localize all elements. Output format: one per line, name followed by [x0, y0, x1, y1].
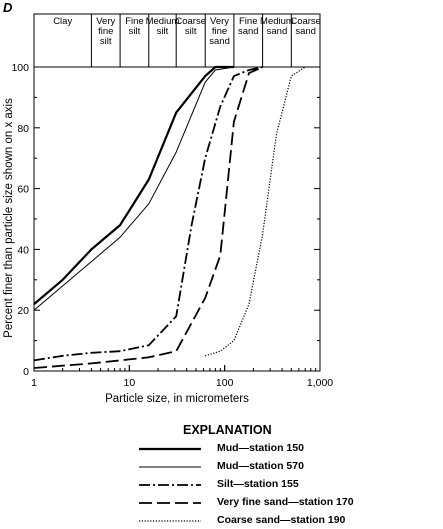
- y-tick-label: 20: [17, 305, 29, 317]
- size-class-label: silt: [129, 26, 141, 37]
- chart-axes: 0 20 40 60 80 100 1 10 100 1,000: [11, 62, 333, 389]
- size-class-header: Clay VeryfinesiltFinesiltMediumsiltCoarse…: [33, 13, 321, 68]
- legend-label: Silt—station 155: [217, 478, 299, 490]
- size-class-label: sand: [238, 26, 259, 37]
- x-tick-label: 10: [123, 377, 135, 389]
- size-class-label: fine: [212, 26, 227, 37]
- size-class-label: Fine: [239, 16, 257, 27]
- legend-item: Coarse sand—station 190: [139, 514, 379, 528]
- x-tick-label: 1,000: [307, 377, 333, 389]
- size-class-label: Medium: [146, 16, 180, 27]
- size-class-label: Very: [210, 16, 229, 27]
- legend-line-sample: [139, 502, 201, 504]
- legend-label: Coarse sand—station 190: [217, 514, 346, 526]
- legend-title: EXPLANATION: [183, 423, 272, 437]
- legend-item: Silt—station 155: [139, 478, 379, 492]
- size-class-label: silt: [157, 26, 169, 37]
- legend-line-sample: [139, 520, 201, 522]
- grain-size-chart: Clay VeryfinesiltFinesiltMediumsiltCoarse…: [3, 13, 333, 405]
- size-class-label: Fine: [125, 16, 143, 27]
- size-class-label: Very: [96, 16, 115, 27]
- x-tick-label: 100: [216, 377, 234, 389]
- series-line: [33, 66, 234, 311]
- legend-line-sample: [139, 466, 201, 468]
- y-tick-label: 80: [17, 123, 29, 135]
- size-class-label: sand: [209, 36, 230, 47]
- legend-item: Mud—station 150: [139, 442, 379, 456]
- panel-letter: D: [3, 0, 13, 15]
- series-line: [205, 66, 306, 357]
- x-tick-label: 1: [31, 377, 37, 389]
- legend-line-sample: [139, 447, 201, 451]
- legend-label: Mud—station 570: [217, 460, 304, 472]
- size-class-label: sand: [267, 26, 288, 37]
- size-class-label: sand: [295, 26, 316, 37]
- chart-series: [33, 65, 306, 369]
- size-class-label: silt: [185, 26, 197, 37]
- y-axis-title: Percent finer than particle size shown o…: [3, 98, 15, 338]
- legend-label: Very fine sand—station 170: [217, 496, 354, 508]
- legend-item: Mud—station 570: [139, 460, 379, 474]
- legend-label: Mud—station 150: [217, 442, 304, 454]
- size-class-label: silt: [100, 36, 112, 47]
- x-axis-title: Particle size, in micrometers: [105, 393, 249, 405]
- y-tick-label: 40: [17, 244, 29, 256]
- y-tick-label: 60: [17, 184, 29, 196]
- legend-item: Very fine sand—station 170: [139, 496, 379, 510]
- size-class-label: Clay: [53, 16, 72, 27]
- size-class-label: Medium: [260, 16, 294, 27]
- series-line: [33, 65, 234, 305]
- size-class-label: Coarse: [175, 16, 206, 27]
- y-tick-label: 0: [23, 366, 29, 378]
- size-class-label: fine: [98, 26, 113, 37]
- series-line: [33, 66, 263, 369]
- y-tick-label: 100: [11, 62, 29, 74]
- legend-line-sample: [139, 484, 201, 486]
- size-class-label: Coarse: [290, 16, 321, 27]
- series-line: [33, 66, 263, 362]
